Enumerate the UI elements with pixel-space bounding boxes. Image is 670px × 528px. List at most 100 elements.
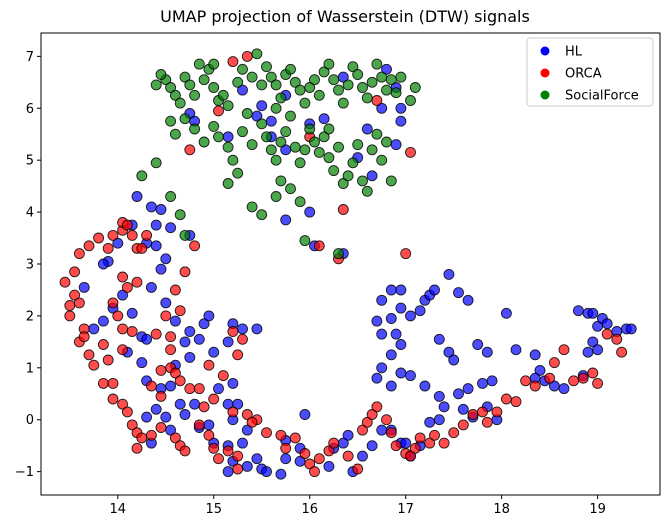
data-point [357,175,368,187]
data-point [227,154,239,166]
data-point [256,100,268,112]
data-point [395,367,407,379]
data-point [265,115,277,127]
data-point [582,346,594,358]
legend-marker [540,46,550,56]
data-point [438,437,450,449]
data-point [328,437,340,449]
data-point [107,393,119,405]
data-point [333,84,344,96]
data-point [69,289,81,301]
data-point [145,380,157,392]
data-point [261,466,272,478]
data-point [117,344,129,356]
data-point [577,372,589,384]
data-point [126,307,138,319]
data-point [371,58,383,70]
data-point [342,170,354,182]
data-point [275,468,287,480]
data-point [241,108,253,119]
data-point [381,63,392,75]
data-point [462,383,474,395]
data-point [179,229,191,241]
data-point [265,144,277,156]
data-point [179,266,191,278]
data-point [405,95,416,106]
data-point [309,136,320,148]
data-point [289,141,301,153]
data-point [352,139,364,151]
data-point [376,71,388,83]
data-point [529,380,541,392]
data-point [270,79,282,91]
data-point [304,206,316,218]
data-point [121,281,133,293]
data-point [361,123,373,135]
data-point [78,331,90,343]
data-point [337,178,349,189]
data-point [222,466,234,478]
data-point [481,346,493,358]
data-point [342,79,354,91]
legend-label: SocialForce [565,89,639,104]
data-point [601,328,613,340]
data-point [323,58,335,70]
x-tick-label: 19 [589,502,606,517]
data-point [414,305,426,317]
data-point [587,336,599,348]
data-point [510,344,522,356]
data-point [165,222,177,234]
data-point [208,58,220,70]
data-point [141,411,153,423]
data-point [237,333,248,345]
data-point [179,445,191,457]
data-point [241,50,253,62]
data-point [448,354,460,366]
data-point [213,131,224,143]
data-point [83,349,95,361]
data-point [313,89,325,101]
data-point [409,82,421,93]
data-point [304,123,316,135]
data-point [342,450,354,462]
data-point [405,450,416,462]
data-point [405,370,416,382]
data-point [572,305,584,317]
data-point [381,84,392,96]
data-point [419,380,431,392]
data-point [313,146,325,158]
data-point [69,266,81,278]
data-point [203,429,215,441]
x-tick-label: 15 [205,502,222,517]
data-point [275,175,287,187]
data-point [88,323,100,335]
data-point [169,367,181,379]
data-point [385,380,397,392]
data-point [357,450,368,462]
y-axis: −1 0 1 2 3 4 5 6 7 [15,50,41,480]
data-point [160,310,172,322]
data-point [241,409,253,420]
data-point [174,97,186,109]
data-point [227,326,239,337]
y-tick-label: 3 [26,258,34,273]
data-point [64,310,76,322]
data-point [189,398,201,410]
data-point [529,349,541,361]
data-point [155,263,167,275]
data-point [304,458,316,470]
data-point [371,95,383,106]
data-point [601,318,613,330]
data-point [462,294,474,306]
data-point [227,377,239,389]
data-point [275,429,287,441]
data-point [145,201,157,213]
data-point [237,126,248,138]
data-point [299,448,311,459]
data-point [357,424,368,436]
data-point [155,204,167,215]
data-point [500,393,512,405]
data-point [395,302,407,314]
data-point [121,406,133,418]
y-tick-label: −1 [15,465,34,480]
